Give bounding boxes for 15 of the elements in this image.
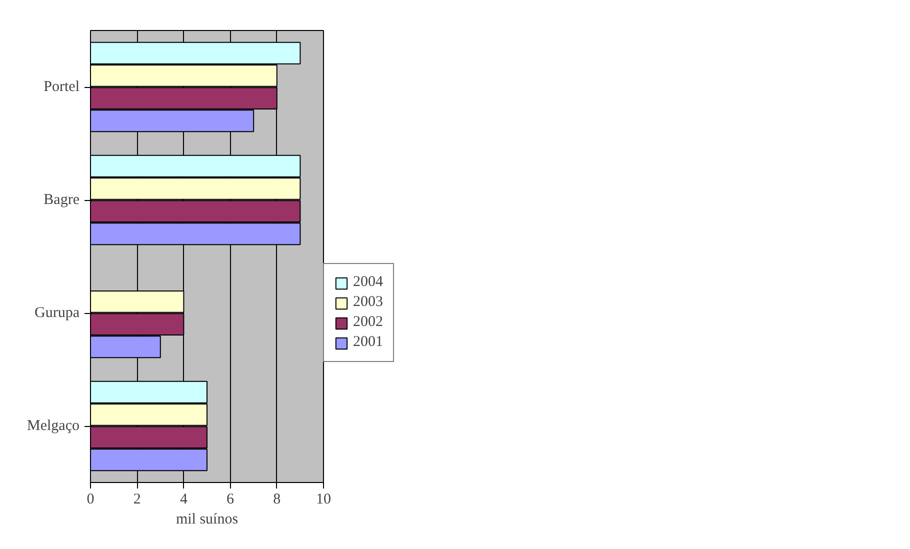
x-tick-label: 10 bbox=[316, 492, 331, 508]
x-tick-label: 4 bbox=[180, 492, 188, 508]
legend-label: 2002 bbox=[353, 314, 383, 331]
x-tick-label: 0 bbox=[86, 492, 94, 508]
legend-label: 2004 bbox=[353, 274, 383, 291]
y-tick-label: Gurupa bbox=[34, 305, 80, 321]
x-tick-label: 6 bbox=[226, 492, 235, 508]
x-tick-label: 8 bbox=[273, 492, 281, 508]
x-tick-label: 2 bbox=[133, 492, 141, 508]
y-tick-label: Melgaço bbox=[27, 418, 80, 434]
legend-label: 2003 bbox=[353, 294, 383, 311]
legend-label: 2001 bbox=[353, 334, 383, 351]
x-axis-title: mil suínos bbox=[176, 512, 238, 528]
y-tick-label: Portel bbox=[44, 79, 80, 95]
y-tick-label: Bagre bbox=[44, 192, 80, 208]
